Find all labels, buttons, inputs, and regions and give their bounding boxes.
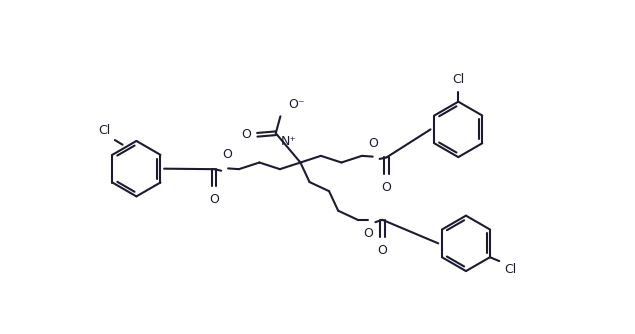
Text: Cl: Cl	[98, 124, 110, 137]
Text: Cl: Cl	[504, 264, 516, 276]
Text: O: O	[382, 181, 392, 194]
Text: O: O	[368, 137, 378, 150]
Text: O: O	[364, 227, 373, 240]
Text: O: O	[241, 128, 251, 141]
Text: O: O	[377, 244, 387, 257]
Text: O⁻: O⁻	[288, 98, 305, 111]
Text: Cl: Cl	[452, 73, 464, 86]
Text: O: O	[210, 193, 219, 206]
Text: O: O	[222, 149, 232, 161]
Text: N⁺: N⁺	[281, 135, 297, 148]
